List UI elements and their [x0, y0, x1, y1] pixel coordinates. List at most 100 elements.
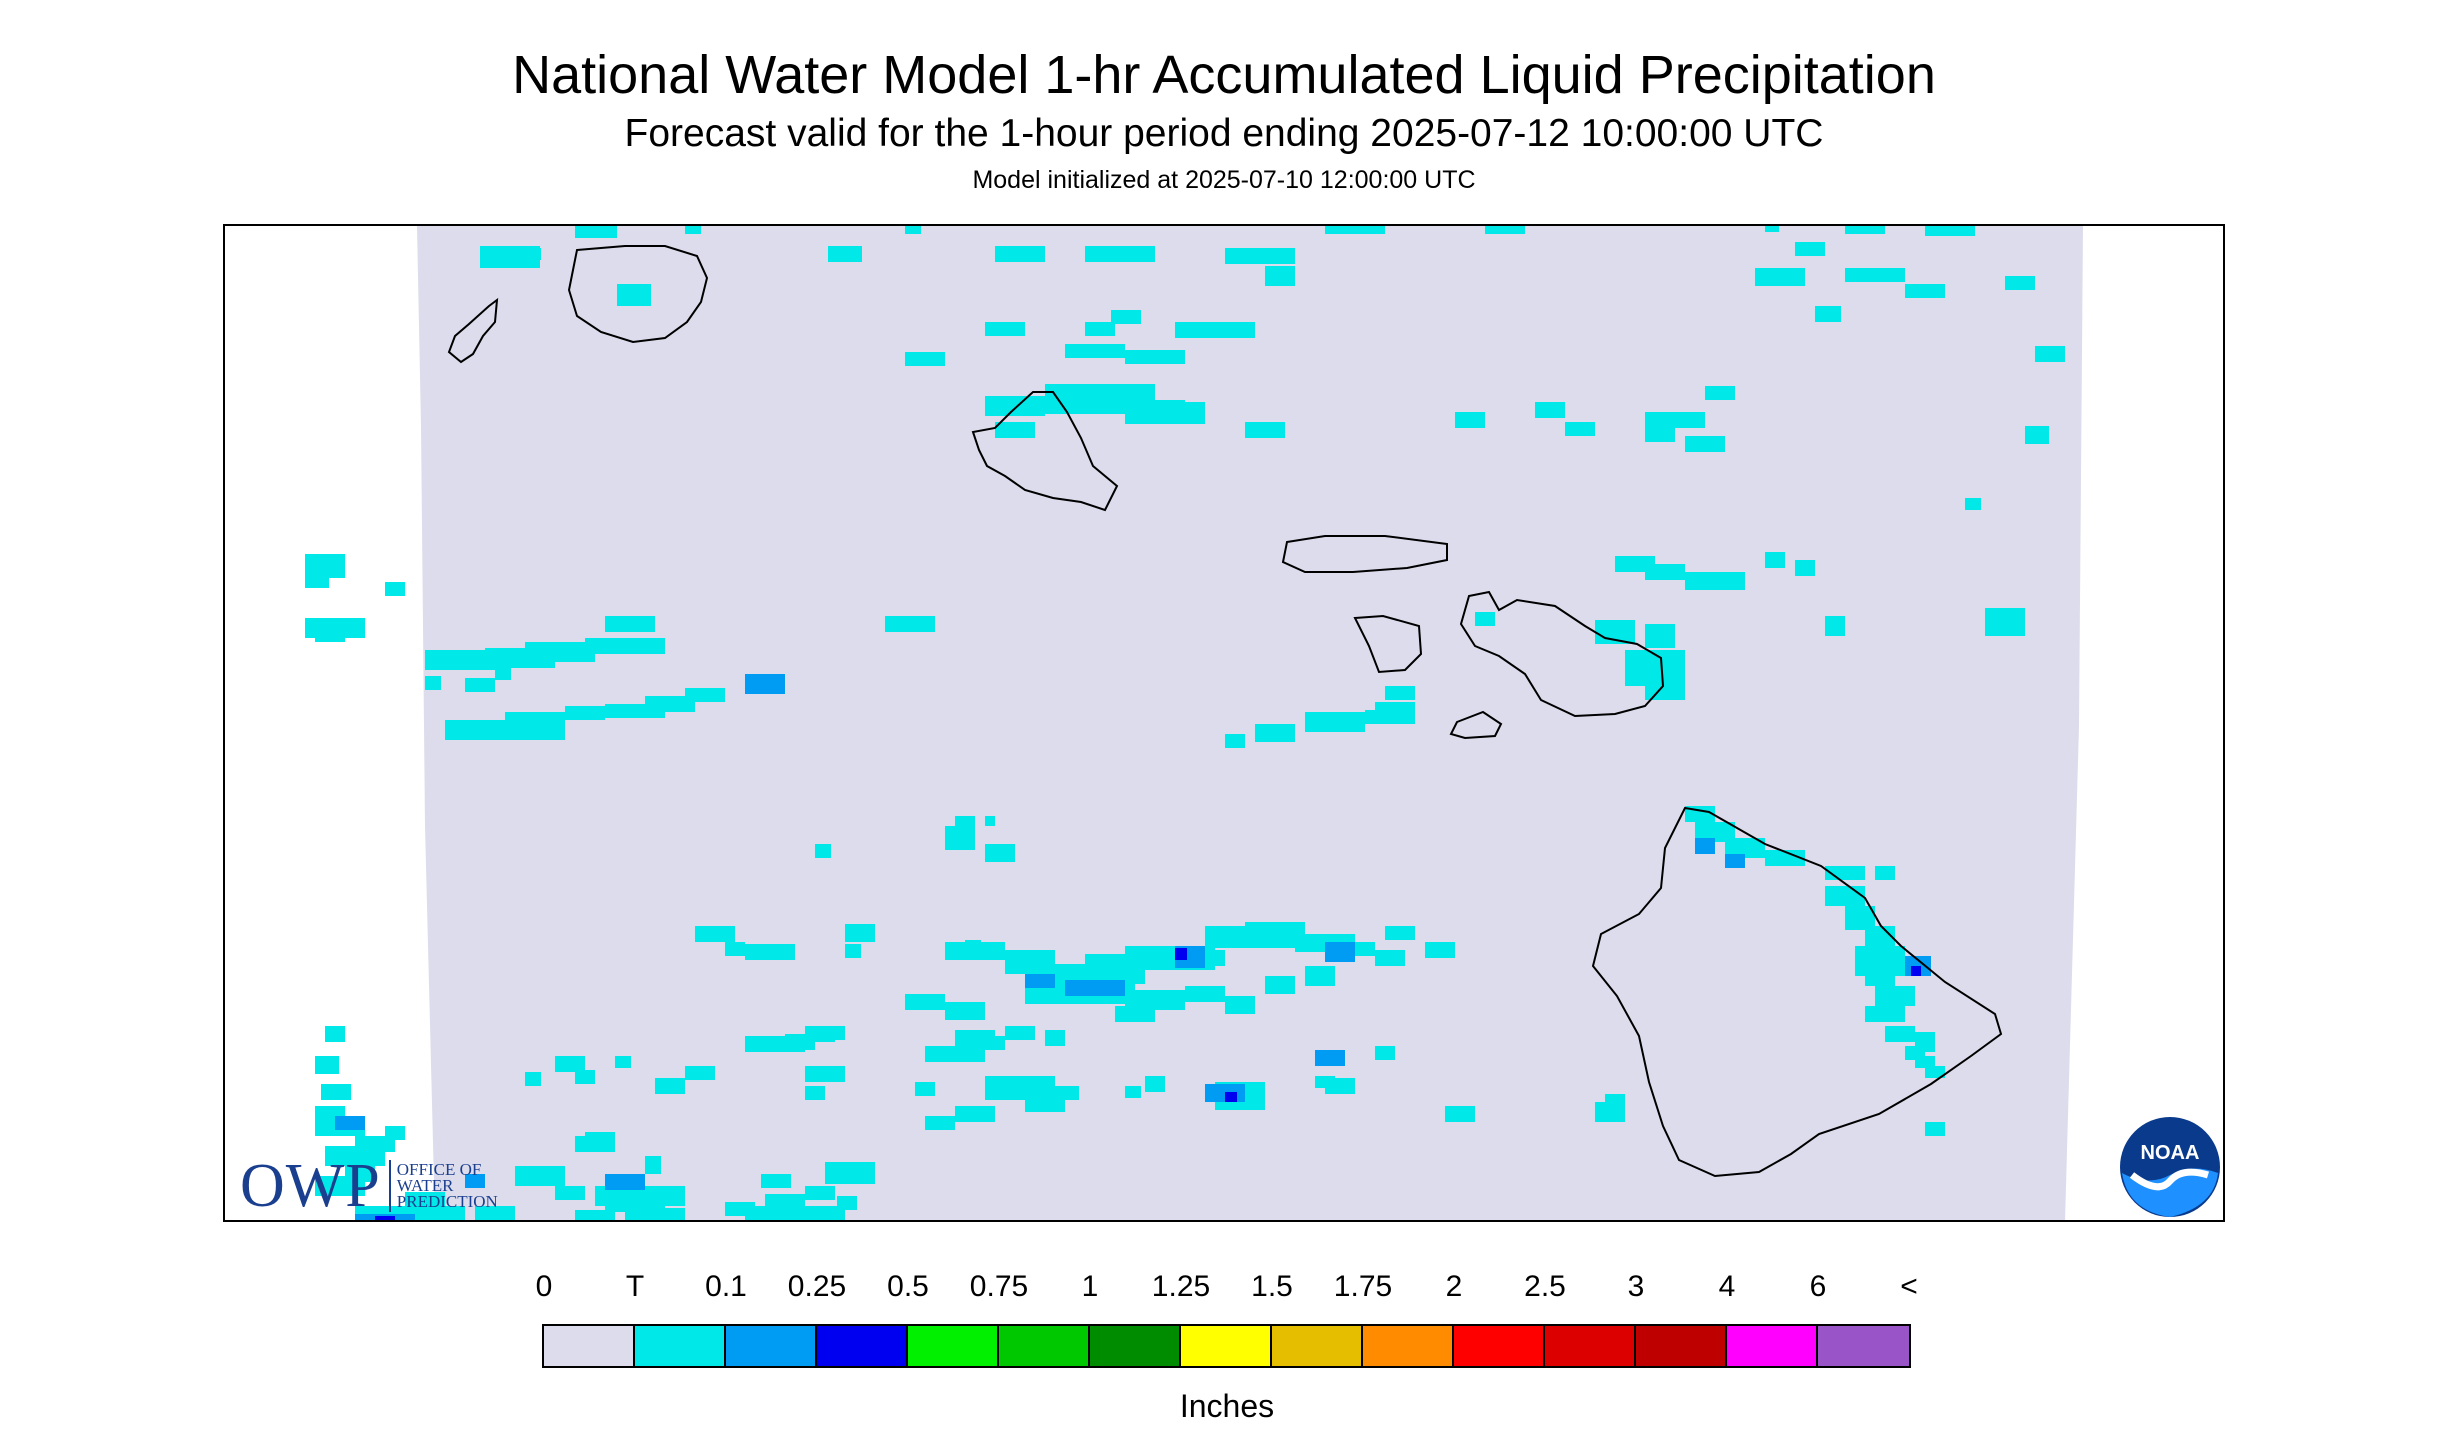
precip-cell	[495, 668, 511, 680]
precip-cell	[695, 926, 735, 942]
precip-cell	[1865, 1006, 1905, 1022]
legend-swatch	[908, 1326, 999, 1366]
precip-cell	[465, 1174, 485, 1188]
legend-tick-label: 1.25	[1151, 1270, 1211, 1303]
precip-cell	[745, 674, 785, 694]
precip-cell	[425, 676, 441, 690]
precip-cell	[905, 226, 921, 234]
precip-cell	[575, 1210, 615, 1220]
precip-cell	[1111, 310, 1141, 324]
map-title: National Water Model 1-hr Accumulated Li…	[512, 45, 1936, 105]
precip-cell	[925, 1116, 955, 1130]
precip-cell	[1485, 226, 1525, 234]
precip-cell	[1265, 266, 1295, 286]
precip-cell	[1915, 1056, 1935, 1068]
legend-tick-label: 3	[1627, 1270, 1645, 1303]
legend-units: Inches	[1179, 1388, 1275, 1424]
precip-cell	[625, 1208, 685, 1220]
precip-cell	[1705, 386, 1735, 400]
precip-cell	[475, 1206, 515, 1220]
precip-cell	[1765, 850, 1805, 866]
precip-cell	[1865, 926, 1895, 946]
precip-cell	[985, 1036, 1005, 1050]
precip-cell	[1305, 966, 1335, 986]
precip-cell	[885, 616, 935, 632]
precip-cell	[1225, 248, 1295, 264]
precip-cell	[1845, 226, 1885, 234]
precip-cell	[1245, 922, 1305, 936]
precip-cell	[505, 712, 565, 728]
legend-swatch	[1636, 1326, 1727, 1366]
precip-cell	[685, 226, 701, 234]
precip-cell	[1845, 268, 1905, 282]
precip-cell	[1695, 838, 1715, 854]
precip-cell	[1065, 980, 1125, 996]
legend-tick-label: 2.5	[1524, 1270, 1566, 1303]
owp-line: PREDICTION	[396, 1192, 498, 1211]
precip-cell	[1565, 422, 1595, 436]
island-molokai	[1281, 535, 1448, 573]
legend-tick-label: 0.25	[787, 1270, 847, 1303]
precip-cell	[2025, 426, 2049, 444]
island-hawaii	[1591, 806, 2003, 1178]
precip-cell	[1065, 344, 1125, 358]
precip-cell	[1925, 1066, 1945, 1078]
precip-cell	[1315, 1076, 1335, 1088]
precip-cell	[1925, 1122, 1945, 1136]
precip-cell	[761, 1174, 791, 1188]
precip-cell	[1125, 1086, 1141, 1098]
precip-cell	[1315, 1050, 1345, 1066]
precip-cell	[805, 1086, 825, 1100]
color-legend: 0 T 0.1 0.25 0.5 0.75 1 1.25 1.5 1.75 2 2.5 3 4 6 < Inc…	[536, 1260, 1918, 1424]
precip-cell	[1245, 422, 1285, 438]
legend-tick-label: <	[1900, 1270, 1918, 1303]
precip-cell	[1905, 284, 1945, 298]
legend-swatch	[635, 1326, 726, 1366]
noaa-logo-text: NOAA	[2141, 1142, 2200, 1164]
precip-cell	[985, 844, 1015, 862]
legend-swatch	[726, 1326, 817, 1366]
precip-cell	[1765, 552, 1785, 568]
precip-cell	[1255, 724, 1295, 742]
precip-cell	[1795, 560, 1815, 576]
precip-cell	[985, 816, 995, 826]
precip-cell	[325, 1026, 345, 1042]
precip-cell	[1025, 974, 1055, 988]
precip-cell	[1145, 1076, 1165, 1092]
precip-cell	[1695, 822, 1735, 842]
precip-cell	[1265, 976, 1295, 994]
precip-cell	[405, 1192, 445, 1208]
precip-cell	[1305, 712, 1365, 732]
legend-swatch	[1090, 1326, 1181, 1366]
precip-cell	[1645, 624, 1675, 648]
precip-cell	[1175, 322, 1255, 338]
precip-cell	[1645, 676, 1685, 700]
precip-cell	[1685, 436, 1725, 452]
precip-cell	[321, 1084, 351, 1100]
noaa-logo: NOAA	[2120, 1117, 2220, 1217]
precip-cell	[995, 246, 1045, 262]
legend-swatch	[1363, 1326, 1454, 1366]
precip-cell	[575, 226, 617, 238]
precip-cell	[525, 248, 541, 260]
precip-cell	[945, 1002, 985, 1020]
precip-cell	[745, 1036, 805, 1052]
precip-cell	[725, 1202, 755, 1216]
precip-cell	[1965, 498, 1981, 510]
precip-cell	[1725, 838, 1765, 858]
legend-swatch	[1545, 1326, 1636, 1366]
owp-logo: OWP OFFICE OF WATER PREDICTION	[240, 1152, 498, 1220]
coastlines	[447, 245, 2003, 1178]
precip-cell	[1115, 1006, 1155, 1022]
precip-cell	[1375, 1046, 1395, 1060]
precip-cell	[685, 688, 725, 702]
precip-cell	[385, 1126, 405, 1140]
island-maui	[1459, 590, 1665, 718]
precip-cell	[1795, 242, 1825, 256]
precip-cell	[955, 1106, 995, 1122]
precip-cell	[325, 1146, 385, 1166]
precip-cell	[905, 352, 945, 366]
precip-cell	[465, 678, 495, 692]
legend-swatch	[1181, 1326, 1272, 1366]
precip-cell	[525, 642, 595, 662]
